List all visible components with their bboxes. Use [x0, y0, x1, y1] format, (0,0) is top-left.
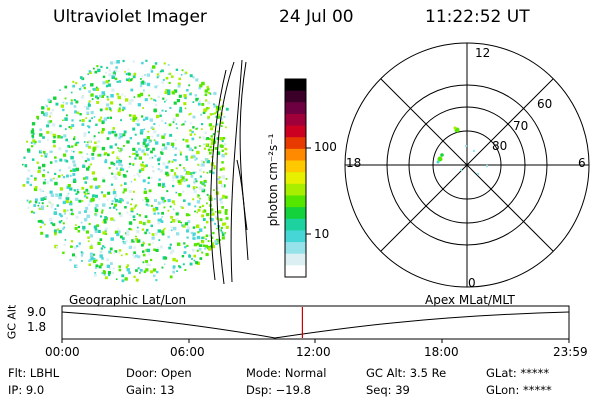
info-dsp: Dsp: −19.8: [246, 383, 311, 397]
timeline-axis-label: GC Alt: [5, 304, 19, 340]
instrument-title: Ultraviolet Imager: [53, 7, 207, 27]
disk-grid-lines: [210, 59, 249, 285]
colorbar-cell: [285, 79, 306, 92]
colorbar-cell: [285, 113, 306, 127]
colorbar-cell: [285, 172, 306, 185]
info-glon: GLon: *****: [486, 383, 552, 397]
colorbar-cell: [285, 230, 306, 243]
info-glat: GLat: *****: [486, 366, 550, 380]
polar-label-top: 12: [475, 46, 491, 60]
colorbar-cell: [285, 242, 306, 255]
colorbar-cell: [285, 148, 306, 162]
xtick-1800: 18:00: [424, 345, 459, 359]
info-gain: Gain: 13: [126, 383, 175, 397]
info-mode: Mode: Normal: [246, 366, 327, 380]
colorbar-tick-10: 10: [314, 227, 330, 241]
colorbar-tick-100: 100: [314, 140, 337, 154]
colorbar-cell: [285, 253, 306, 266]
colorbar-cell: [285, 195, 306, 208]
xtick-0600: 06:00: [170, 345, 205, 359]
colorbar: [284, 78, 311, 278]
xtick-2359: 23:59: [553, 345, 588, 359]
colorbar-unit-label: photon cm⁻²s⁻¹: [266, 133, 280, 227]
timeline-right-title: Apex MLat/MLT: [425, 293, 515, 307]
uv-earth-disk: [22, 59, 229, 283]
timeline-plot: [61, 305, 570, 343]
polar-ring-60: 60: [537, 97, 553, 111]
timeline-left-title: Geographic Lat/Lon: [69, 293, 187, 307]
timeline-ytick-top: 9.0: [27, 305, 47, 319]
colorbar-cell: [285, 90, 306, 103]
colorbar-cell: [285, 207, 306, 220]
colorbar-cell: [285, 125, 306, 138]
polar-label-bottom: 0: [468, 276, 476, 290]
colorbar-cell: [285, 218, 306, 232]
observation-date: 24 Jul 00: [279, 7, 354, 27]
colorbar-cell: [285, 265, 306, 278]
polar-label-left: 18: [346, 156, 362, 170]
info-door: Door: Open: [126, 366, 192, 380]
info-gcalt: GC Alt: 3.5 Re: [366, 366, 447, 380]
timeline-ytick-bottom: 1.8: [27, 320, 47, 334]
polar-ring-70: 70: [513, 119, 529, 133]
polar-label-right: 6: [578, 156, 586, 170]
xtick-0000: 00:00: [45, 345, 80, 359]
polar-plot: [344, 42, 590, 288]
info-seq: Seq: 39: [366, 383, 410, 397]
xtick-1200: 12:00: [296, 345, 331, 359]
colorbar-cell: [285, 137, 306, 150]
polar-aurora-spots: [436, 126, 489, 176]
colorbar-cell: [285, 183, 306, 197]
polar-ring-80: 80: [492, 139, 508, 153]
colorbar-cell: [285, 160, 306, 173]
info-filter: Flt: LBHL: [8, 366, 60, 380]
colorbar-cell: [285, 102, 306, 115]
info-ip: IP: 9.0: [8, 383, 45, 397]
observation-time: 11:22:52 UT: [425, 7, 530, 27]
